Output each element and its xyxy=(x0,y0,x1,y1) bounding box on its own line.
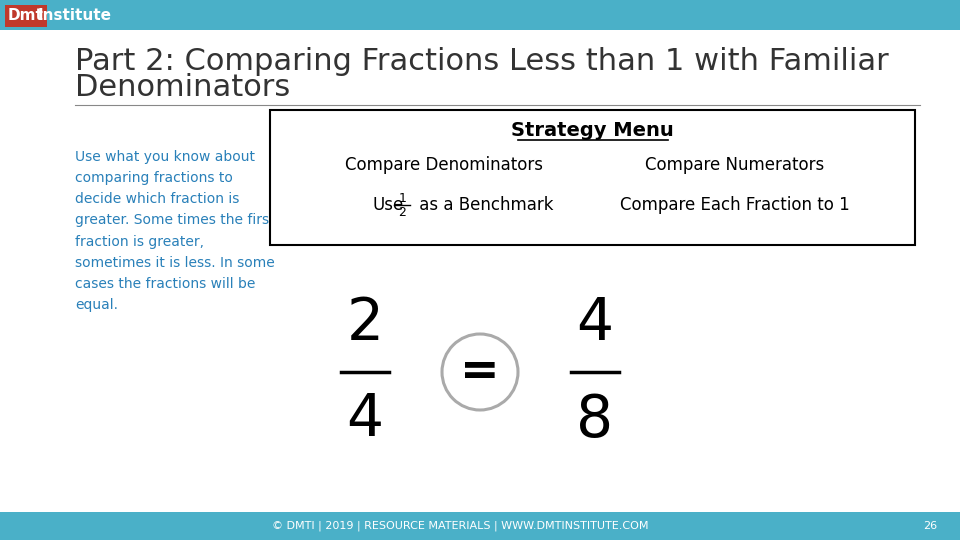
Text: Institute: Institute xyxy=(38,9,112,24)
Text: as a Benchmark: as a Benchmark xyxy=(414,196,554,214)
Text: Use: Use xyxy=(372,196,403,214)
Text: 1: 1 xyxy=(398,192,406,205)
Text: 8: 8 xyxy=(576,392,613,449)
Text: 2: 2 xyxy=(347,295,384,353)
Text: Compare Numerators: Compare Numerators xyxy=(645,156,824,174)
Text: Strategy Menu: Strategy Menu xyxy=(511,120,674,139)
FancyBboxPatch shape xyxy=(270,110,915,245)
Text: © DMTI | 2019 | RESOURCE MATERIALS | WWW.DMTINSTITUTE.COM: © DMTI | 2019 | RESOURCE MATERIALS | WWW… xyxy=(272,521,648,531)
FancyBboxPatch shape xyxy=(0,512,960,540)
Text: Compare Denominators: Compare Denominators xyxy=(346,156,543,174)
Text: Compare Each Fraction to 1: Compare Each Fraction to 1 xyxy=(619,196,850,214)
Text: 4: 4 xyxy=(347,392,384,449)
Text: 4: 4 xyxy=(576,295,613,353)
Text: Part 2: Comparing Fractions Less than 1 with Familiar: Part 2: Comparing Fractions Less than 1 … xyxy=(75,48,889,77)
Text: 26: 26 xyxy=(923,521,937,531)
Text: 2: 2 xyxy=(398,206,406,219)
Text: Dmt: Dmt xyxy=(8,9,44,24)
Text: Denominators: Denominators xyxy=(75,73,290,103)
Text: Use what you know about
comparing fractions to
decide which fraction is
greater.: Use what you know about comparing fracti… xyxy=(75,150,275,312)
FancyBboxPatch shape xyxy=(5,5,47,27)
Text: =: = xyxy=(460,349,500,395)
FancyBboxPatch shape xyxy=(0,0,960,30)
